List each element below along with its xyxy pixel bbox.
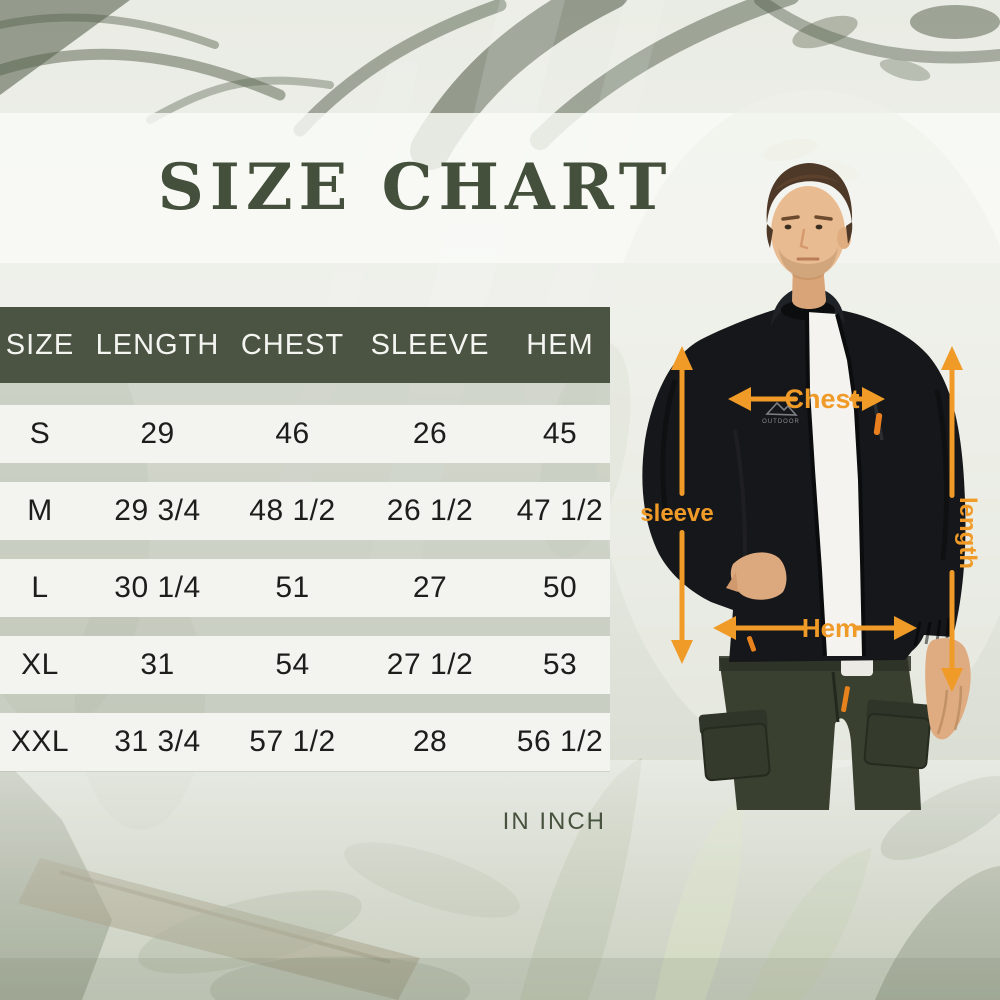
chest-cell: 48 1/2 (249, 494, 336, 527)
length-cell: 30 1/4 (114, 571, 201, 604)
size-cell: M (27, 494, 53, 527)
hem-cell: 47 1/2 (516, 494, 604, 527)
size-cell: XXL (10, 725, 70, 758)
hem-cell: 50 (542, 571, 578, 604)
chest-cell: 46 (275, 417, 310, 450)
model-jacket (642, 302, 966, 662)
chest-zipper-pull (873, 413, 883, 435)
length-cell: 31 (140, 648, 175, 681)
chest-cell: 57 1/2 (249, 725, 336, 758)
sleeve-label: sleeve (640, 500, 713, 527)
chest-cell: 51 (275, 571, 310, 604)
hem-cell: 45 (542, 417, 578, 450)
bottom-haze (0, 760, 1000, 1000)
sleeve-cell: 26 1/2 (386, 494, 474, 527)
header-size: SIZE (5, 328, 75, 361)
header-sleeve: SLEEVE (370, 328, 490, 361)
table-row-xl: XL 31 54 27 1/2 53 (0, 636, 610, 694)
length-cell: 29 (140, 417, 175, 450)
measurement-annotations: Chest sleeve length Hem (640, 346, 981, 692)
hem-cell: 53 (542, 648, 578, 681)
length-cell: 31 3/4 (114, 725, 201, 758)
header-hem: HEM (526, 328, 594, 361)
length-label: length (954, 497, 981, 569)
sleeve-cell: 27 (412, 571, 448, 604)
unit-label: IN INCH (502, 808, 606, 835)
sleeve-cell: 26 (412, 417, 448, 450)
bottom-vignette (0, 958, 1000, 1000)
chest-measure-arrow: Chest (728, 384, 885, 414)
table-header-row: SIZE LENGTH CHEST SLEEVE HEM (0, 307, 610, 383)
page-title: SIZE CHART (157, 150, 673, 225)
jacket-zip-edge-right (835, 313, 866, 657)
pants-zipper-pull (841, 686, 850, 713)
size-cell: XL (21, 648, 59, 681)
hem-zipper-pull (746, 636, 756, 652)
jacket-zip-edge-left (805, 311, 827, 657)
model-hands (726, 552, 971, 740)
table-row-s: S 29 46 26 45 (0, 405, 610, 463)
table-row-l: L 30 1/4 51 27 50 (0, 559, 610, 617)
table-row-m: M 29 3/4 48 1/2 26 1/2 47 1/2 (0, 482, 610, 540)
model-pants (698, 654, 934, 810)
size-cell: L (31, 571, 49, 604)
size-chart-table: SIZE LENGTH CHEST SLEEVE HEM S 29 46 26 … (0, 307, 610, 771)
hem-cell: 56 1/2 (516, 725, 604, 758)
length-cell: 29 3/4 (114, 494, 201, 527)
sleeve-measure-line: sleeve (640, 346, 714, 664)
size-cell: S (29, 417, 51, 450)
sleeve-cell: 27 1/2 (386, 648, 474, 681)
jacket-logo-text: OUTDOOR (762, 419, 800, 425)
model-photo: OUTDOOR Chest sleeve leng (640, 163, 981, 810)
header-chest: CHEST (240, 328, 345, 361)
chest-label: Chest (784, 384, 859, 414)
chest-cell: 54 (275, 648, 310, 681)
model-head (766, 163, 853, 309)
hem-measure-arrow: Hem (713, 613, 917, 643)
sleeve-cell: 28 (412, 725, 448, 758)
table-row-xxl: XXL 31 3/4 57 1/2 28 56 1/2 (0, 713, 610, 771)
jacket-logo: OUTDOOR (762, 401, 800, 425)
header-length: LENGTH (95, 328, 220, 361)
hem-label: Hem (802, 613, 858, 643)
length-measure-line: length (941, 346, 981, 692)
